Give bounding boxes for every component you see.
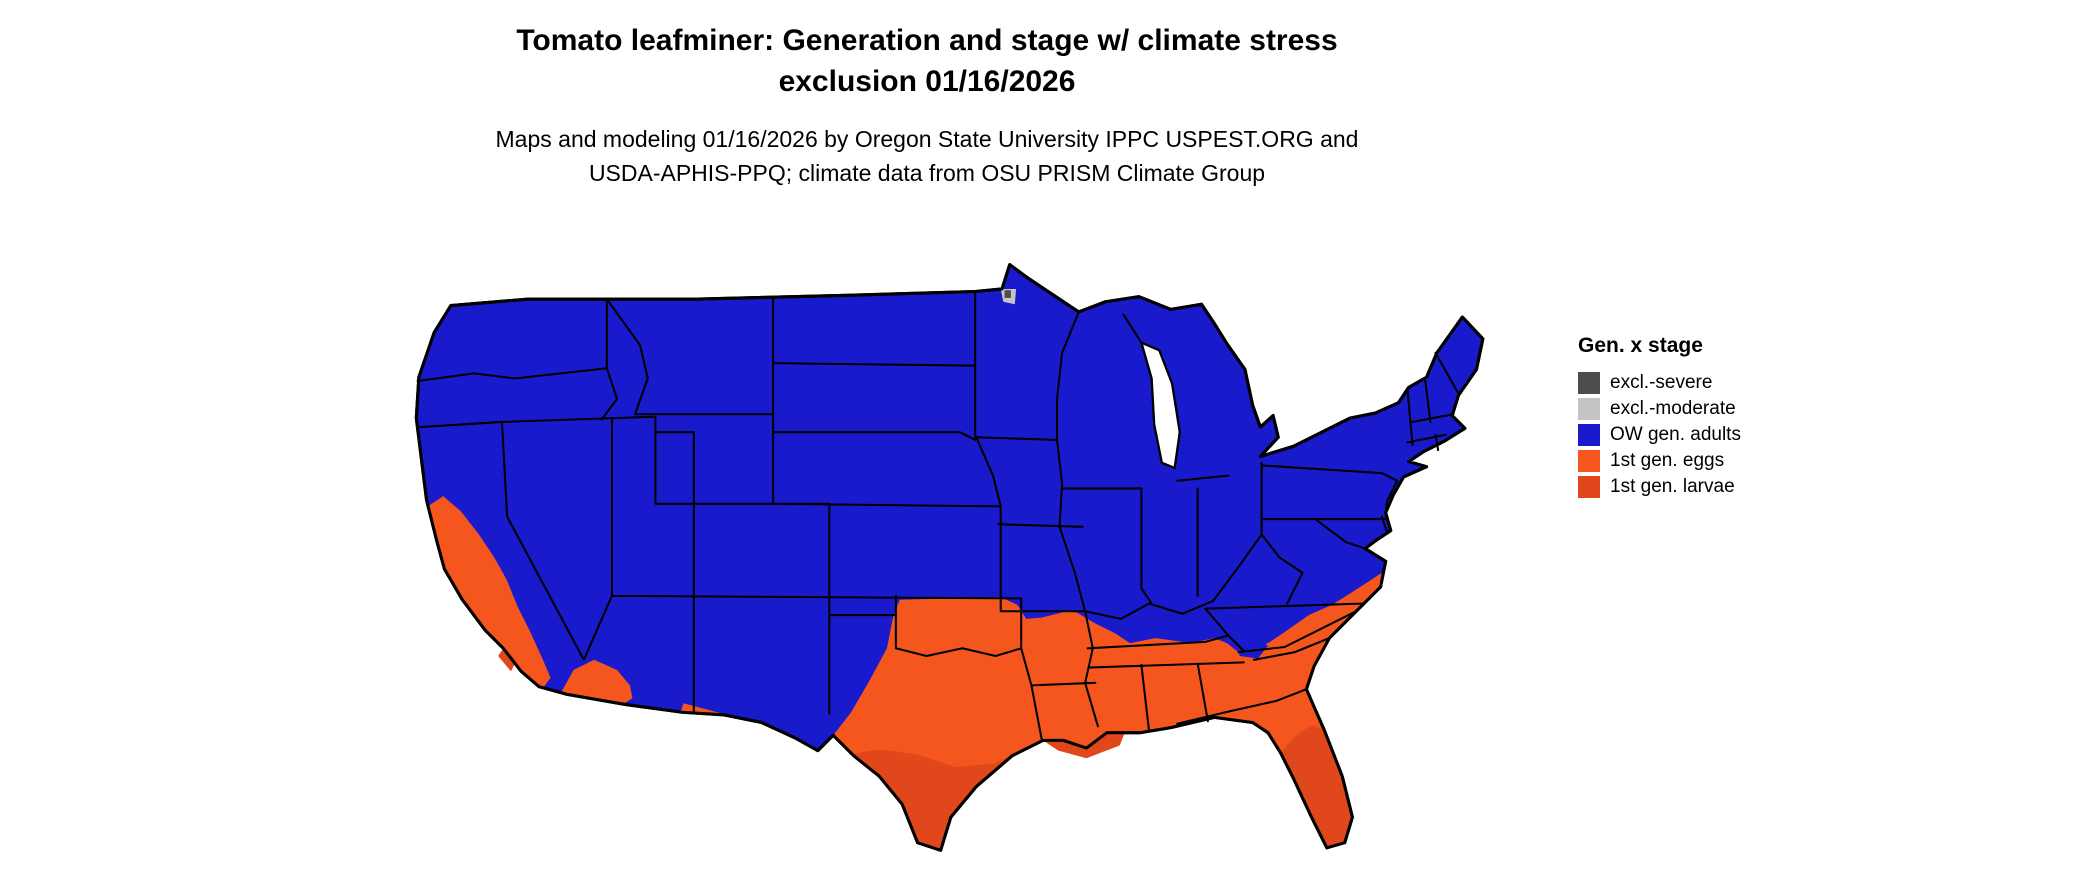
lake-michigan (1139, 340, 1181, 470)
legend-item-excl-severe: excl.-severe (1578, 370, 1741, 396)
legend: Gen. x stage excl.-severe excl.-moderate… (1578, 334, 1741, 500)
legend-item-excl-moderate: excl.-moderate (1578, 396, 1741, 422)
legend-item-ow-gen-adults: OW gen. adults (1578, 422, 1741, 448)
map-region-eggs-arizona (560, 659, 633, 704)
state-boundaries (416, 290, 1460, 741)
legend-item-1st-gen-larvae: 1st gen. larvae (1578, 474, 1741, 500)
map-region-larvae-south-texas (848, 749, 1013, 851)
map-title-line1: Tomato leafminer: Generation and stage w… (516, 24, 1338, 57)
legend-label-1st-gen-larvae: 1st gen. larvae (1610, 476, 1735, 497)
legend-label-ow-gen-adults: OW gen. adults (1610, 424, 1741, 445)
legend-swatch-excl-moderate (1578, 398, 1600, 420)
map-title-line2: exclusion 01/16/2026 (778, 65, 1076, 98)
map-region-larvae-socal-coast (498, 648, 517, 672)
us-map (414, 263, 1485, 852)
map-region-excl-severe (1004, 290, 1011, 298)
map-subtitle-line1: Maps and modeling 01/16/2026 by Oregon S… (495, 126, 1359, 152)
map-subtitle: Maps and modeling 01/16/2026 by Oregon S… (0, 122, 1854, 190)
legend-swatch-ow-gen-adults (1578, 424, 1600, 446)
map-region-eggs-new-mexico (681, 703, 722, 714)
national-outline (414, 263, 1485, 852)
map-region-eggs-california (426, 496, 551, 688)
legend-label-1st-gen-eggs: 1st gen. eggs (1610, 450, 1725, 471)
legend-label-excl-severe: excl.-severe (1610, 372, 1713, 393)
us-map-container (310, 225, 1538, 890)
legend-label-excl-moderate: excl.-moderate (1610, 398, 1736, 419)
map-subtitle-line2: USDA-APHIS-PPQ; climate data from OSU PR… (588, 160, 1266, 186)
legend-swatch-1st-gen-eggs (1578, 450, 1600, 472)
map-region-larvae-florida (1280, 725, 1353, 848)
legend-title: Gen. x stage (1578, 334, 1703, 357)
map-region-larvae-louisiana-coast (1042, 732, 1125, 759)
map-region-blue-appalachian-pocket (1234, 635, 1269, 659)
map-title: Tomato leafminer: Generation and stage w… (0, 20, 1854, 102)
legend-item-1st-gen-eggs: 1st gen. eggs (1578, 448, 1741, 474)
legend-swatch-1st-gen-larvae (1578, 476, 1600, 498)
legend-swatch-excl-severe (1578, 372, 1600, 394)
